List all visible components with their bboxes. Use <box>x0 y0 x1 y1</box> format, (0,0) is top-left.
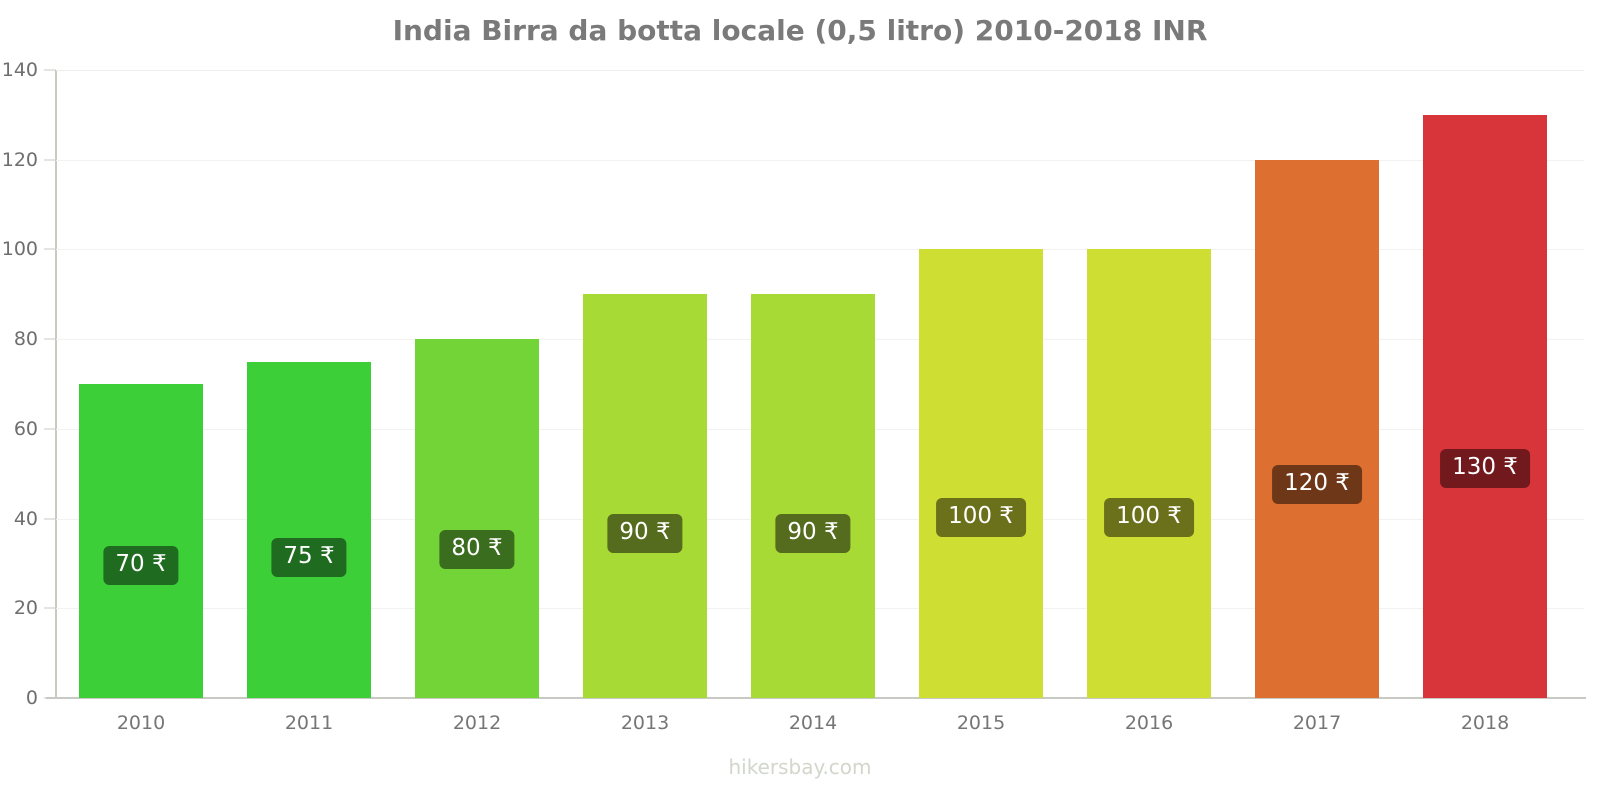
y-tick-label: 60 <box>13 417 38 440</box>
y-tick-mark <box>44 248 56 250</box>
chart-title: India Birra da botta locale (0,5 litro) … <box>392 14 1208 47</box>
bar-value-label: 90 ₹ <box>607 513 683 553</box>
bar-value-label: 100 ₹ <box>936 497 1026 537</box>
bar-2016[interactable]: 100 ₹ <box>1087 249 1211 698</box>
watermark: hikersbay.com <box>728 755 872 779</box>
y-tick-label: 120 <box>1 148 38 171</box>
x-tick-label: 2016 <box>1124 712 1174 734</box>
bar-value-label: 130 ₹ <box>1440 449 1530 489</box>
y-tick-mark <box>44 338 56 340</box>
bar-2018[interactable]: 130 ₹ <box>1423 114 1547 698</box>
x-tick-label: 2010 <box>116 712 166 734</box>
bar-2017[interactable]: 120 ₹ <box>1255 159 1379 698</box>
y-tick-mark <box>44 607 56 609</box>
bar-value-label: 90 ₹ <box>775 513 851 553</box>
y-tick-mark <box>44 428 56 430</box>
bar-2015[interactable]: 100 ₹ <box>919 249 1043 698</box>
bar-2014[interactable]: 90 ₹ <box>751 294 875 698</box>
y-axis-line <box>55 70 57 699</box>
y-tick-label: 100 <box>1 238 38 261</box>
x-tick-label: 2017 <box>1292 712 1342 734</box>
bar-value-label: 70 ₹ <box>103 545 179 585</box>
y-tick-mark <box>44 697 56 699</box>
y-tick-mark <box>44 159 56 161</box>
bar-2011[interactable]: 75 ₹ <box>247 361 371 698</box>
bar-value-label: 80 ₹ <box>439 529 515 569</box>
x-tick-label: 2012 <box>452 712 502 734</box>
bar-2013[interactable]: 90 ₹ <box>583 294 707 698</box>
bar-value-label: 120 ₹ <box>1272 465 1362 505</box>
gridline <box>56 249 1584 251</box>
y-tick-label: 40 <box>13 507 38 530</box>
x-tick-label: 2014 <box>788 712 838 734</box>
y-tick-label: 140 <box>1 59 38 81</box>
y-tick-label: 80 <box>13 328 38 351</box>
bar-value-label: 75 ₹ <box>271 537 347 577</box>
bar-value-label: 100 ₹ <box>1104 497 1194 537</box>
x-axis-line <box>46 697 1586 699</box>
bar-2012[interactable]: 80 ₹ <box>415 339 539 698</box>
x-tick-label: 2015 <box>956 712 1006 734</box>
y-tick-label: 20 <box>13 597 38 620</box>
bar-2010[interactable]: 70 ₹ <box>79 384 203 698</box>
x-tick-label: 2011 <box>284 712 334 734</box>
x-tick-label: 2018 <box>1460 712 1510 734</box>
x-tick-label: 2013 <box>620 712 670 734</box>
y-tick-mark <box>44 69 56 71</box>
y-tick-mark <box>44 518 56 520</box>
gridline <box>56 70 1584 71</box>
y-tick-label: 0 <box>25 687 38 709</box>
gridline <box>56 159 1584 161</box>
